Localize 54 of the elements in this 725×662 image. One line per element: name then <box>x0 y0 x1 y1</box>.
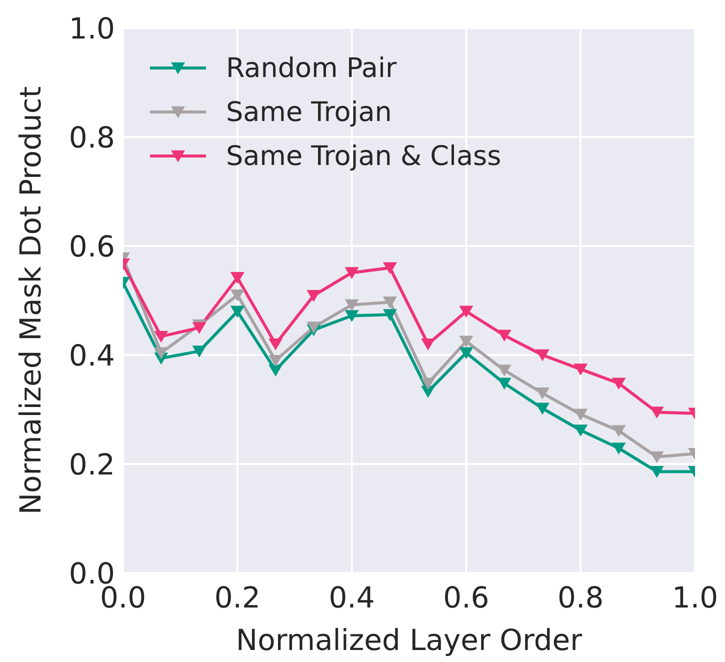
point <box>421 378 436 390</box>
y-tick-label: 1.0 <box>68 11 115 46</box>
point <box>421 338 436 350</box>
point <box>268 338 283 350</box>
y-axis-title: Normalized Mask Dot Product <box>13 86 48 515</box>
x-tick-label: 0.8 <box>558 580 604 615</box>
x-tick-label: 0.2 <box>214 580 260 615</box>
point <box>192 322 206 334</box>
point <box>382 296 397 308</box>
point <box>230 272 244 284</box>
point <box>344 267 359 280</box>
point <box>535 349 550 362</box>
point <box>535 402 550 415</box>
point <box>650 406 664 419</box>
legend-label: Same Trojan <box>226 96 392 128</box>
point <box>535 388 550 400</box>
legend-label: Same Trojan & Class <box>226 140 502 172</box>
point <box>268 364 283 377</box>
point <box>459 306 474 318</box>
point <box>382 309 397 321</box>
point <box>154 330 168 343</box>
x-axis-title: Normalized Layer Order <box>236 623 582 657</box>
point <box>230 289 244 302</box>
point <box>612 442 626 454</box>
point <box>306 290 321 302</box>
point <box>154 347 168 360</box>
y-tick-label: 0.8 <box>68 120 115 154</box>
point <box>268 354 283 367</box>
point <box>230 306 244 318</box>
point <box>497 364 512 377</box>
x-tick-label: 1.0 <box>672 580 718 615</box>
point <box>459 336 474 348</box>
point <box>612 378 626 390</box>
point <box>650 466 664 478</box>
point <box>574 408 588 421</box>
point <box>574 424 588 437</box>
point <box>382 262 397 274</box>
x-tick-label: 0.6 <box>443 580 490 615</box>
legend-label: Random Pair <box>226 52 397 84</box>
point <box>306 322 321 334</box>
point <box>192 346 206 358</box>
point <box>344 310 359 322</box>
point <box>421 386 436 398</box>
point <box>344 299 359 312</box>
y-tick-label: 0.2 <box>68 447 115 482</box>
point <box>459 347 474 360</box>
point <box>497 330 512 342</box>
y-tick-label: 0.6 <box>68 229 115 264</box>
point <box>612 425 626 438</box>
point <box>650 451 664 464</box>
point <box>497 378 512 390</box>
x-tick-label: 0.4 <box>328 580 375 615</box>
point <box>574 364 588 376</box>
y-tick-label: 0.4 <box>68 338 115 372</box>
